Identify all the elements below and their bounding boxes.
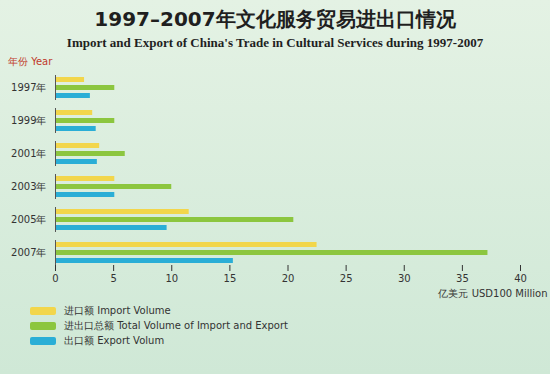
svg-text:35: 35: [456, 273, 469, 284]
svg-text:2001年: 2001年: [11, 148, 46, 159]
html-text:出口额 Export Volum: 出口额 Export Volum: [64, 334, 165, 346]
svg-text:25: 25: [340, 273, 353, 284]
svg-text:30: 30: [398, 273, 411, 284]
svg-text:10: 10: [165, 273, 178, 284]
svg-text:40: 40: [514, 273, 527, 284]
svg-text:15: 15: [224, 273, 237, 284]
html-text:进口额 Import Volume: 进口额 Import Volume: [64, 304, 171, 316]
html-text:进出口总额 Total Volume of Import a: 进出口总额 Total Volume of Import and Export: [64, 319, 288, 331]
svg-text:1999年: 1999年: [11, 115, 46, 126]
svg-text:1997年: 1997年: [11, 82, 46, 93]
svg-text:2007年: 2007年: [11, 247, 46, 258]
svg-text:亿美元 USD100 Million: 亿美元 USD100 Million: [437, 288, 547, 299]
svg-text:5: 5: [110, 273, 116, 284]
svg-text:0: 0: [52, 273, 58, 284]
svg-text:2003年: 2003年: [11, 181, 46, 192]
html-text:年份 Year: 年份 Year: [8, 56, 53, 67]
html-text:Import and Export of China's T: Import and Export of China's Trade in Cu…: [66, 35, 484, 50]
svg-text:20: 20: [282, 273, 295, 284]
svg-text:2005年: 2005年: [11, 214, 46, 225]
html-text:1997–2007年文化服务贸易进出口情况: 1997–2007年文化服务贸易进出口情况: [94, 7, 456, 31]
